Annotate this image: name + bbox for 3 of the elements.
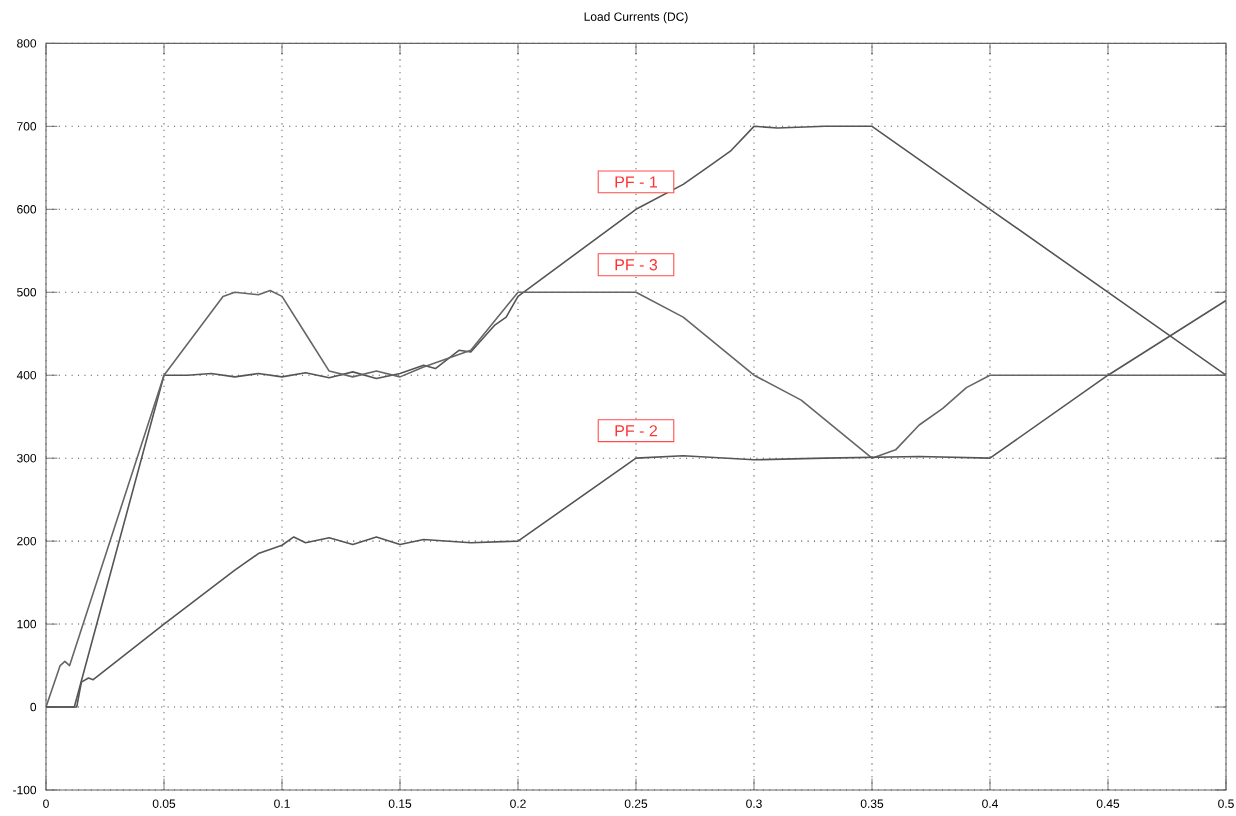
series-label: PF - 3: [615, 259, 658, 271]
series-label: PF - 1: [615, 176, 657, 188]
series-label: PF - 2: [615, 425, 657, 437]
